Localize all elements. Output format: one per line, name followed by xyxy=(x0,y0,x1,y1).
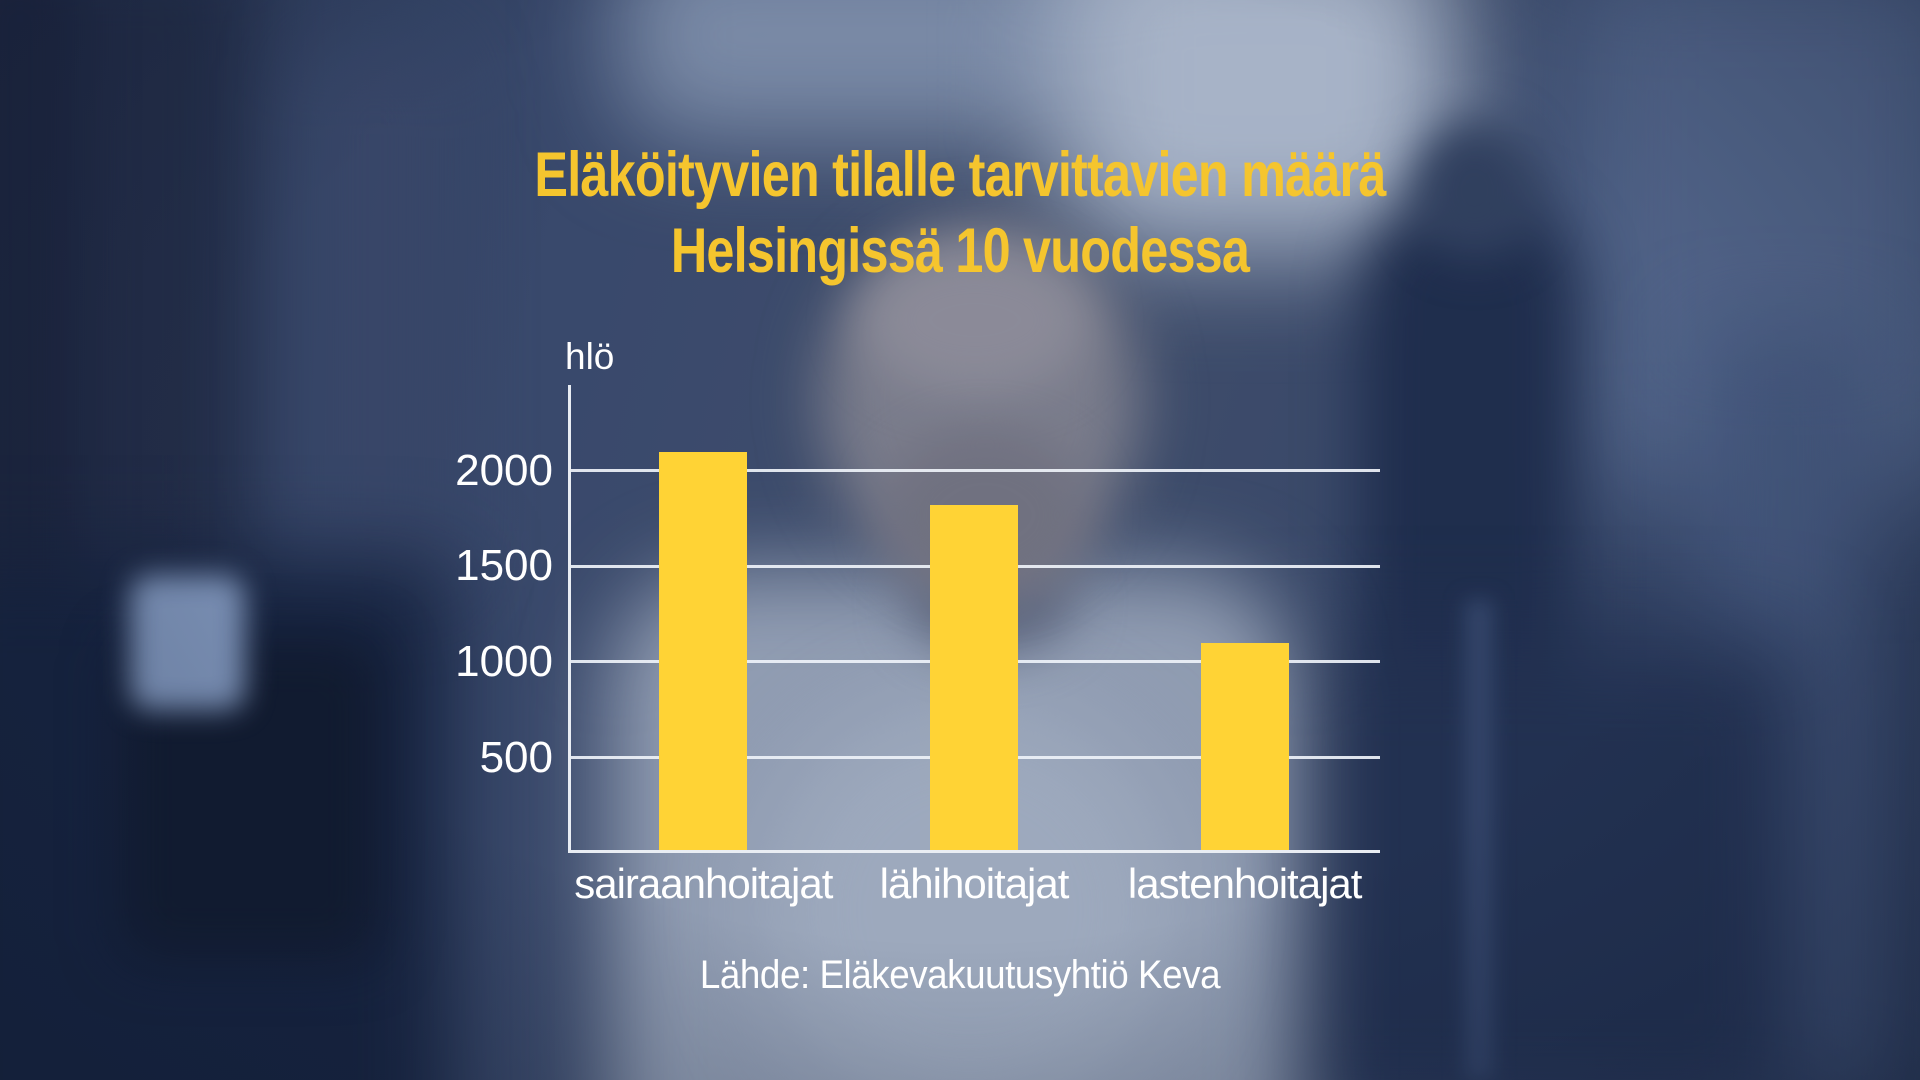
background-shape xyxy=(1060,0,1460,250)
category-label-lastenhoitajat: lastenhoitajat xyxy=(1127,860,1363,907)
x-axis-line xyxy=(568,850,1380,853)
bar-slot xyxy=(839,385,1110,853)
bar-sairaanhoitajat xyxy=(659,451,748,853)
y-axis-tick-label: 1500 xyxy=(455,541,553,591)
background-shape xyxy=(1412,120,1537,260)
y-axis-tick-label: 500 xyxy=(479,732,553,782)
y-axis-line xyxy=(568,385,571,853)
gridline xyxy=(568,469,1380,473)
bar-slot xyxy=(568,385,839,853)
source-caption: Lähde: Eläkevakuutusyhtiö Keva xyxy=(699,953,1221,997)
chart-title-line1: Eläköityvien tilalle tarvittavien määrä xyxy=(534,140,1386,210)
category-label-sairaanhoitajat: sairaanhoitajat xyxy=(574,860,833,907)
y-axis-unit-label: hlö xyxy=(565,336,615,377)
chart-title: Eläköityvien tilalle tarvittavien määrä … xyxy=(0,137,1920,289)
category-label-lähihoitajat: lähihoitajat xyxy=(879,860,1070,907)
background-shape xyxy=(1465,600,1493,1080)
bars xyxy=(568,385,1380,853)
chart-title-line2: Helsingissä 10 vuodessa xyxy=(670,216,1250,286)
y-axis-tick-label: 1000 xyxy=(455,636,553,686)
y-axis-tick-labels: 2000 1500 1000 500 xyxy=(368,385,553,853)
y-axis-tick-label: 2000 xyxy=(455,445,553,495)
background-shape xyxy=(300,40,450,600)
background-shape xyxy=(1240,640,1800,1080)
background-shape xyxy=(860,245,1090,395)
bar-lähihoitajat xyxy=(930,505,1018,853)
bar-slot xyxy=(1109,385,1380,853)
x-axis-category-labels: sairaanhoitajat lähihoitajat lastenhoitaja… xyxy=(568,860,1380,908)
bar-lastenhoitajat xyxy=(1200,642,1289,853)
plot-area xyxy=(568,385,1380,853)
background-shape xyxy=(130,575,245,710)
